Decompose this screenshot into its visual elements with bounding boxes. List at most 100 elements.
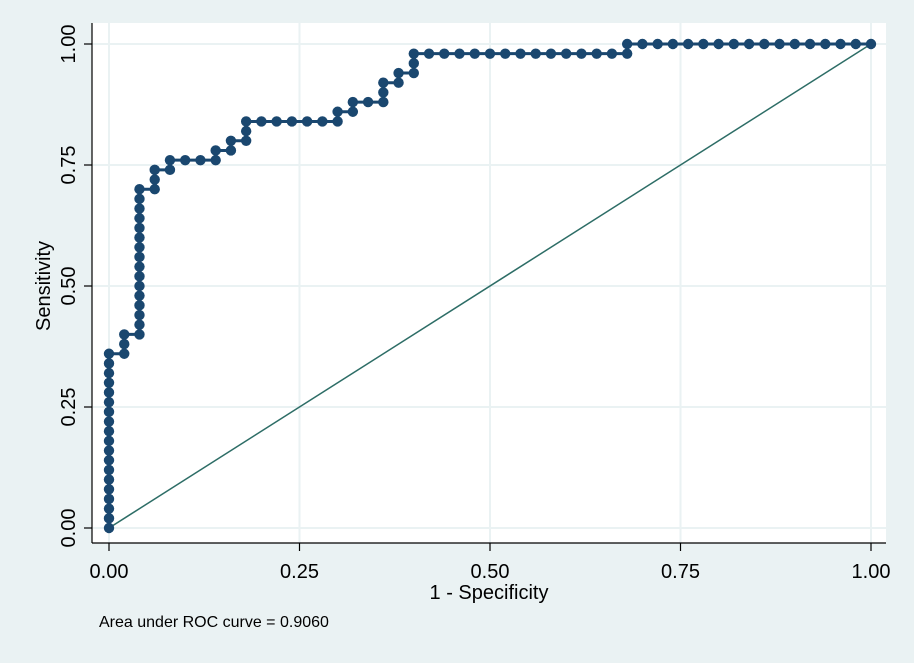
roc-point — [149, 164, 160, 176]
x-tick-label: 1.00 — [852, 561, 891, 583]
roc-point — [134, 290, 145, 301]
x-tick-label: 0.00 — [90, 561, 129, 583]
roc-point — [119, 329, 130, 340]
roc-point — [103, 367, 115, 379]
roc-point — [134, 242, 145, 253]
roc-point — [408, 48, 419, 59]
roc-point — [561, 48, 572, 59]
roc-point — [103, 377, 115, 388]
roc-point — [759, 38, 770, 50]
roc-point — [103, 513, 115, 524]
roc-point — [240, 135, 252, 146]
reference-line — [108, 43, 872, 529]
y-tick-label: 0.25 — [58, 388, 80, 427]
x-tick-label: 0.25 — [280, 561, 319, 583]
roc-point — [804, 38, 816, 50]
roc-point — [774, 38, 785, 50]
roc-point — [728, 38, 740, 50]
roc-point — [439, 48, 450, 59]
roc-point — [789, 38, 800, 50]
roc-point — [103, 348, 115, 359]
roc-point — [119, 348, 130, 359]
roc-point — [652, 38, 663, 50]
axes: 0.00 0.25 0.50 0.75 1.00 0.00 0.25 0.50 0.75 1.00 — [58, 23, 890, 583]
roc-point — [103, 522, 115, 534]
roc-point — [256, 116, 267, 127]
roc-point — [332, 116, 343, 127]
roc-point — [667, 38, 679, 50]
roc-point — [134, 300, 145, 311]
roc-point — [103, 426, 115, 437]
roc-point — [134, 213, 145, 224]
roc-curve-layer — [103, 38, 877, 534]
roc-point — [134, 280, 145, 292]
roc-point — [103, 416, 115, 427]
roc-point — [621, 38, 633, 50]
x-tick-label: 0.50 — [471, 561, 510, 583]
roc-point — [103, 435, 115, 447]
roc-point — [210, 154, 221, 166]
roc-point — [134, 193, 145, 205]
roc-point — [134, 203, 145, 214]
roc-point — [713, 38, 724, 50]
roc-point — [621, 48, 633, 59]
roc-point — [286, 116, 298, 127]
roc-point — [164, 164, 176, 176]
roc-point — [240, 125, 252, 137]
roc-point — [103, 387, 115, 398]
roc-point — [164, 154, 176, 166]
roc-point — [347, 96, 359, 108]
roc-point — [454, 48, 465, 59]
roc-point — [134, 232, 145, 243]
roc-point — [698, 38, 709, 50]
roc-point — [103, 474, 115, 485]
roc-point — [515, 48, 526, 59]
roc-point — [835, 38, 846, 50]
reference-line-layer — [108, 43, 872, 529]
roc-point — [134, 261, 145, 272]
roc-point — [134, 309, 145, 321]
roc-point — [134, 319, 145, 330]
roc-point — [103, 484, 115, 495]
roc-point — [637, 38, 648, 50]
roc-point — [225, 145, 237, 156]
roc-point — [576, 48, 587, 59]
roc-point — [606, 48, 618, 59]
y-tick-label: 1.00 — [58, 25, 80, 64]
roc-point — [865, 38, 877, 50]
roc-point — [743, 38, 755, 50]
roc-point — [591, 48, 602, 59]
roc-point — [103, 406, 115, 418]
x-axis-label: 1 - Specificity — [430, 582, 549, 604]
roc-point — [149, 184, 160, 195]
auc-note: Area under ROC curve = 0.9060 — [99, 614, 329, 631]
roc-point — [240, 116, 252, 127]
y-tick-label: 0.75 — [58, 146, 80, 185]
roc-point — [103, 358, 115, 369]
roc-point — [850, 38, 861, 50]
roc-point — [103, 396, 115, 408]
roc-point — [682, 38, 694, 50]
roc-point — [103, 445, 115, 456]
roc-point — [820, 38, 831, 50]
y-axis-label: Sensitivity — [33, 241, 55, 331]
roc-point — [134, 329, 145, 340]
roc-point — [378, 96, 389, 108]
roc-point — [210, 145, 221, 156]
roc-point — [180, 154, 191, 166]
roc-point — [134, 222, 145, 234]
roc-point — [393, 77, 404, 88]
roc-point — [378, 77, 389, 88]
roc-point — [408, 67, 419, 79]
roc-point — [134, 184, 145, 195]
roc-point — [332, 106, 343, 117]
roc-point — [103, 455, 115, 466]
roc-point — [271, 116, 282, 127]
roc-point — [301, 116, 313, 127]
roc-point — [347, 106, 359, 117]
roc-point — [134, 271, 145, 282]
x-tick-label: 0.75 — [661, 561, 700, 583]
roc-point — [317, 116, 328, 127]
